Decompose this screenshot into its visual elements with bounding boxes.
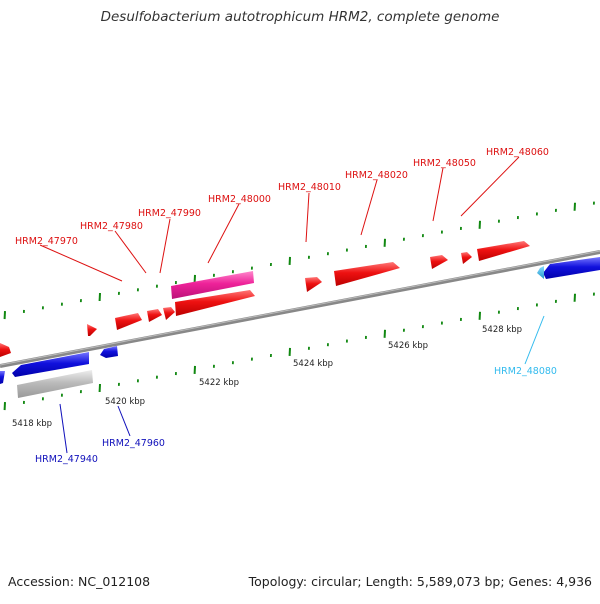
gene-label-hrm2-48010[interactable]: HRM2_48010 [278,182,341,193]
genome-backbone [0,252,600,366]
genome-summary-text: Topology: circular; Length: 5,589,073 bp… [249,574,592,589]
label-leader-highlight [525,316,544,364]
genome-backbone-highlight [0,251,600,365]
gene-label-hrm2-48000[interactable]: HRM2_48000 [208,194,271,205]
gene-label-hrm2-47960[interactable]: HRM2_47960 [102,438,165,449]
scale-label-5428: 5428 kbp [482,325,522,335]
gene-label-hrm2-47980[interactable]: HRM2_47980 [80,221,143,232]
gene-label-hrm2-48080[interactable]: HRM2_48080 [494,366,557,377]
scale-label-5422: 5422 kbp [199,378,239,388]
gene-arrow-forward[interactable] [147,309,162,322]
gene-label-hrm2-47970[interactable]: HRM2_47970 [15,236,78,247]
gene-arrow-forward[interactable] [334,262,400,286]
gene-arrow-forward[interactable] [87,324,97,336]
gene-arrow-forward[interactable] [0,343,11,357]
gene-arrow-forward[interactable] [163,307,175,320]
gene-label-hrm2-48060[interactable]: HRM2_48060 [486,147,549,158]
gene-arrow-forward[interactable] [430,255,448,269]
scale-label-5418: 5418 kbp [12,419,52,429]
scale-label-5424: 5424 kbp [293,359,333,369]
gene-arrow-forward[interactable] [305,277,322,292]
gene-arrow-forward[interactable] [115,313,142,330]
gene-arrow-forward[interactable] [461,252,472,264]
gene-label-hrm2-48050[interactable]: HRM2_48050 [413,158,476,169]
gene-label-hrm2-47990[interactable]: HRM2_47990 [138,208,201,219]
label-leaders-forward [40,157,519,281]
scale-label-5420: 5420 kbp [105,397,145,407]
scale-label-5426: 5426 kbp [388,341,428,351]
page-title: Desulfobacterium autotrophicum HRM2, com… [0,9,600,25]
gene-arrow-highlight[interactable] [537,266,544,279]
accession-text: Accession: NC_012108 [8,574,150,589]
gene-arrow-forward[interactable] [477,241,530,261]
gene-label-hrm2-48020[interactable]: HRM2_48020 [345,170,408,181]
gene-label-hrm2-47940[interactable]: HRM2_47940 [35,454,98,465]
scale-ticks-upper [5,202,594,319]
gene-arrow-reverse[interactable] [0,371,5,384]
